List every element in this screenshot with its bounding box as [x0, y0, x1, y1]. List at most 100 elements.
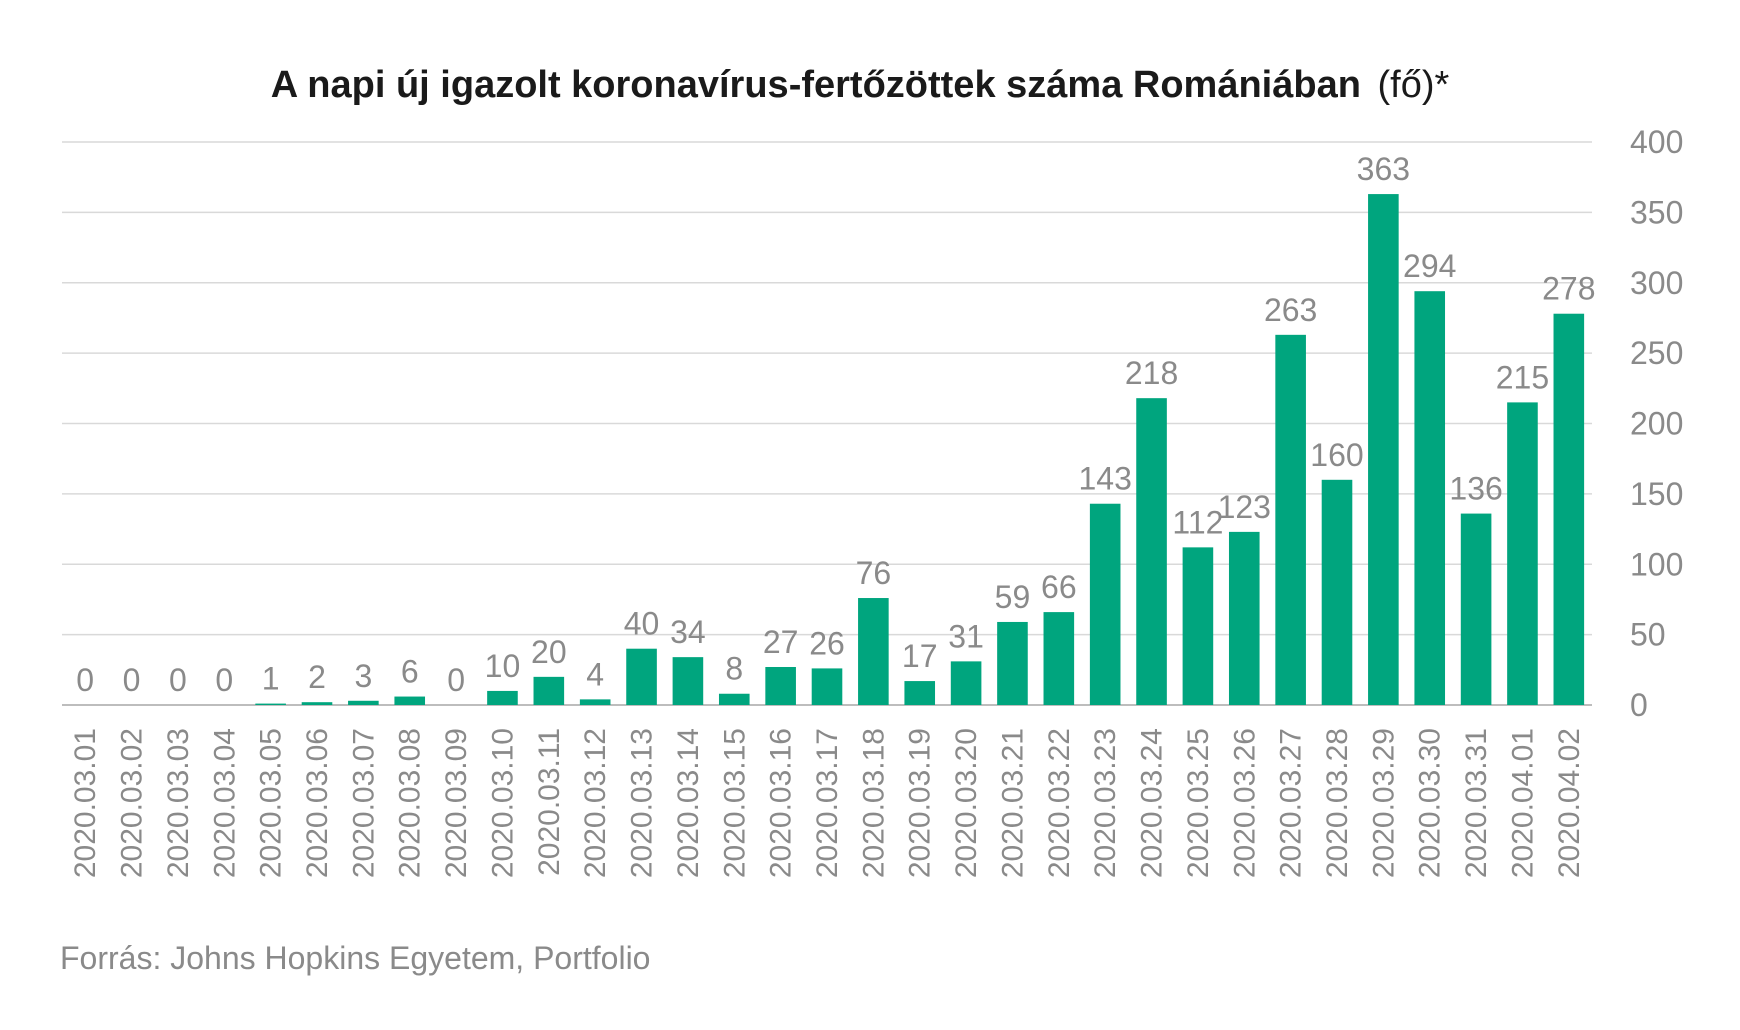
- data-label: 40: [624, 606, 660, 642]
- data-label: 2: [308, 659, 326, 695]
- x-tick-label: 2020.03.28: [1321, 728, 1354, 878]
- data-label: 17: [902, 638, 938, 674]
- data-label: 263: [1264, 292, 1317, 328]
- x-tick-label: 2020.03.07: [347, 728, 380, 878]
- data-label: 6: [401, 654, 419, 690]
- data-label: 294: [1403, 248, 1456, 284]
- y-tick-label: 350: [1630, 194, 1683, 230]
- data-label: 26: [809, 625, 845, 661]
- x-tick-label: 2020.03.19: [904, 728, 937, 878]
- bar-2020.03.30: [1414, 291, 1446, 705]
- x-tick-label: 2020.03.01: [69, 728, 102, 878]
- source-note: Forrás: Johns Hopkins Egyetem, Portfolio: [60, 940, 651, 976]
- bar-2020.03.31: [1460, 513, 1492, 705]
- data-label: 0: [76, 662, 94, 698]
- x-tick-label: 2020.03.27: [1275, 728, 1308, 878]
- bar-2020.03.27: [1275, 334, 1306, 705]
- x-tick-label: 2020.03.17: [811, 728, 844, 878]
- x-tick-label: 2020.03.05: [255, 728, 288, 878]
- bar-2020.04.02: [1553, 313, 1585, 705]
- x-tick-label: 2020.03.30: [1414, 728, 1447, 878]
- data-label: 1: [262, 661, 280, 697]
- bar-2020.03.26: [1228, 531, 1260, 705]
- x-tick-label: 2020.03.11: [533, 728, 566, 876]
- x-tick-label: 2020.03.15: [718, 728, 751, 878]
- data-label: 59: [995, 579, 1031, 615]
- x-tick-label: 2020.03.20: [950, 728, 983, 878]
- y-tick-label: 150: [1630, 476, 1683, 512]
- y-tick-label: 0: [1630, 687, 1648, 723]
- x-tick-label: 2020.03.06: [301, 728, 334, 878]
- x-axis: 2020.03.01 2020.03.02 2020.03.03 2020.03.04…: [69, 728, 1586, 878]
- y-tick-label: 200: [1630, 406, 1683, 442]
- bar-2020.03.25: [1182, 547, 1214, 705]
- data-label: 218: [1125, 355, 1178, 391]
- data-label: 160: [1310, 437, 1363, 473]
- bars: [255, 194, 1585, 705]
- bar-2020.03.16: [765, 666, 796, 705]
- chart-title-main: A napi új igazolt koronavírus-fertőzötte…: [271, 64, 1361, 106]
- x-tick-label: 2020.03.16: [765, 728, 798, 878]
- x-tick-label: 2020.03.23: [1089, 728, 1122, 878]
- x-tick-label: 2020.03.31: [1460, 728, 1493, 878]
- bar-2020.04.01: [1507, 402, 1538, 705]
- data-label: 136: [1449, 471, 1502, 507]
- data-label: 215: [1496, 359, 1549, 395]
- x-tick-label: 2020.03.22: [1043, 728, 1076, 878]
- bar-2020.03.24: [1136, 398, 1167, 705]
- data-label: 34: [670, 614, 706, 650]
- bar-2020.03.11: [533, 676, 565, 705]
- data-label: 3: [354, 658, 372, 694]
- x-tick-label: 2020.04.02: [1553, 728, 1586, 878]
- x-tick-label: 2020.03.12: [579, 728, 612, 878]
- data-label: 123: [1218, 489, 1271, 525]
- data-label: 0: [215, 662, 233, 698]
- data-label: 0: [447, 662, 465, 698]
- bar-2020.03.14: [672, 657, 704, 705]
- x-tick-label: 2020.03.25: [1182, 728, 1215, 878]
- x-tick-label: 2020.03.13: [626, 728, 659, 878]
- x-tick-label: 2020.03.24: [1136, 728, 1169, 878]
- data-label: 363: [1357, 151, 1410, 187]
- bar-2020.03.08: [394, 696, 426, 705]
- bar-2020.03.23: [1089, 503, 1121, 705]
- data-label: 27: [763, 624, 799, 660]
- bar-2020.03.12: [579, 699, 611, 705]
- data-label: 112: [1172, 504, 1223, 540]
- bar-2020.03.28: [1321, 479, 1353, 705]
- x-tick-label: 2020.04.01: [1506, 728, 1539, 878]
- bar-2020.03.13: [626, 648, 657, 705]
- data-label: 66: [1041, 569, 1077, 605]
- data-label: 8: [725, 651, 743, 687]
- x-tick-label: 2020.03.29: [1367, 728, 1400, 878]
- bar-2020.03.17: [811, 668, 843, 705]
- x-tick-label: 2020.03.18: [857, 728, 890, 878]
- chart-title-unit: (fő)*: [1377, 64, 1449, 106]
- y-tick-label: 400: [1630, 124, 1683, 160]
- data-label: 10: [485, 648, 521, 684]
- bar-2020.03.19: [904, 681, 936, 705]
- data-label: 4: [586, 656, 604, 692]
- x-tick-label: 2020.03.08: [394, 728, 427, 878]
- gridlines: [62, 141, 1592, 706]
- bar-2020.03.29: [1368, 194, 1399, 705]
- data-label: 0: [169, 662, 187, 698]
- x-tick-label: 2020.03.10: [486, 728, 519, 878]
- x-tick-label: 2020.03.02: [116, 728, 149, 878]
- y-tick-label: 250: [1630, 335, 1683, 371]
- data-label: 76: [856, 555, 892, 591]
- y-axis: 0 50 100 150 200 250 300 350 400: [1630, 124, 1683, 723]
- bar-2020.03.10: [487, 690, 518, 705]
- x-tick-label: 2020.03.14: [672, 728, 705, 878]
- x-tick-label: 2020.03.21: [996, 728, 1029, 878]
- data-label: 31: [948, 618, 984, 654]
- bar-2020.03.15: [718, 693, 750, 705]
- data-label: 0: [123, 662, 141, 698]
- y-tick-label: 50: [1630, 617, 1666, 653]
- data-label: 143: [1078, 461, 1131, 497]
- bar-2020.03.06: [301, 702, 333, 705]
- x-tick-label: 2020.03.26: [1228, 728, 1261, 878]
- x-tick-label: 2020.03.04: [208, 728, 241, 878]
